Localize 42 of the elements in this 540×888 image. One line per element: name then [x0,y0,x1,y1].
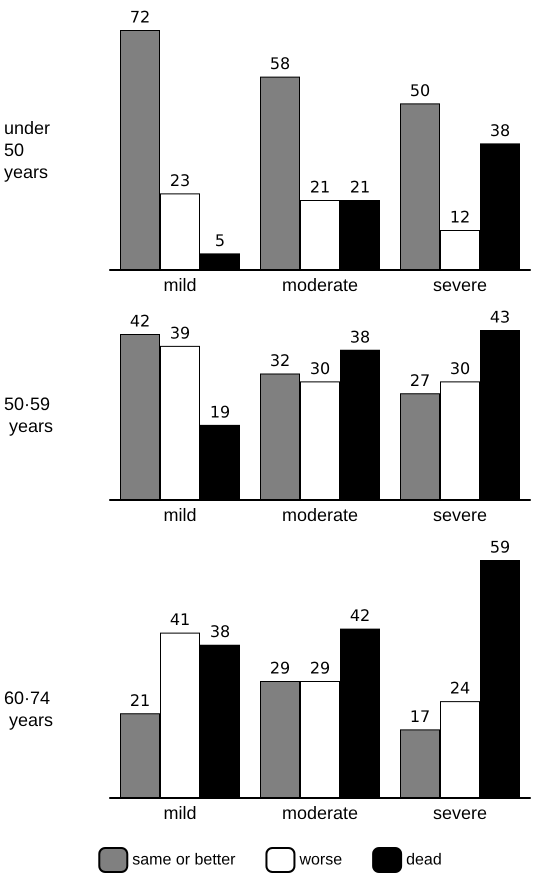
data-label: 21 [130,690,150,710]
data-label: 32 [270,350,290,370]
data-label: 50 [410,80,430,100]
data-label: 27 [410,370,430,390]
data-label: 59 [490,538,510,556]
x-tick-label: moderate [282,275,358,295]
data-label: 38 [490,120,510,140]
data-label: 12 [450,208,470,226]
data-label: 58 [270,54,290,74]
data-label: 23 [170,170,190,190]
y-axis-title: 60·74 years [4,688,54,730]
data-label: 24 [450,678,470,698]
data-label: 19 [210,402,230,422]
data-label: 43 [490,308,510,326]
data-label: 42 [350,606,370,626]
data-label: 72 [130,8,150,26]
data-label: 5 [214,230,226,250]
legend-label: same or better [132,852,236,868]
data-label: 29 [270,658,290,678]
legend-label: dead [406,852,442,868]
data-label: 21 [350,178,370,196]
x-tick-label: severe [432,275,488,295]
data-label: 17 [410,706,430,726]
data-label: 38 [210,622,230,642]
x-tick-label: severe [432,803,488,823]
data-label: 41 [170,610,190,630]
legend-label: worse [298,852,342,868]
data-label: 30 [450,358,470,378]
y-axis-title: 50·59 years [4,394,54,436]
x-tick-label: mild [163,803,197,823]
x-tick-label: moderate [282,803,358,823]
x-tick-label: mild [163,275,197,295]
x-tick-label: mild [163,505,197,525]
data-label: 21 [310,178,330,196]
data-label: 38 [350,327,370,346]
data-label: 39 [170,323,190,342]
data-label: 30 [310,358,330,378]
y-axis-title: under 50 years [4,118,56,182]
x-tick-label: moderate [282,505,358,525]
data-label: 29 [310,658,330,678]
data-label: 42 [130,311,150,330]
x-tick-label: severe [432,505,488,525]
